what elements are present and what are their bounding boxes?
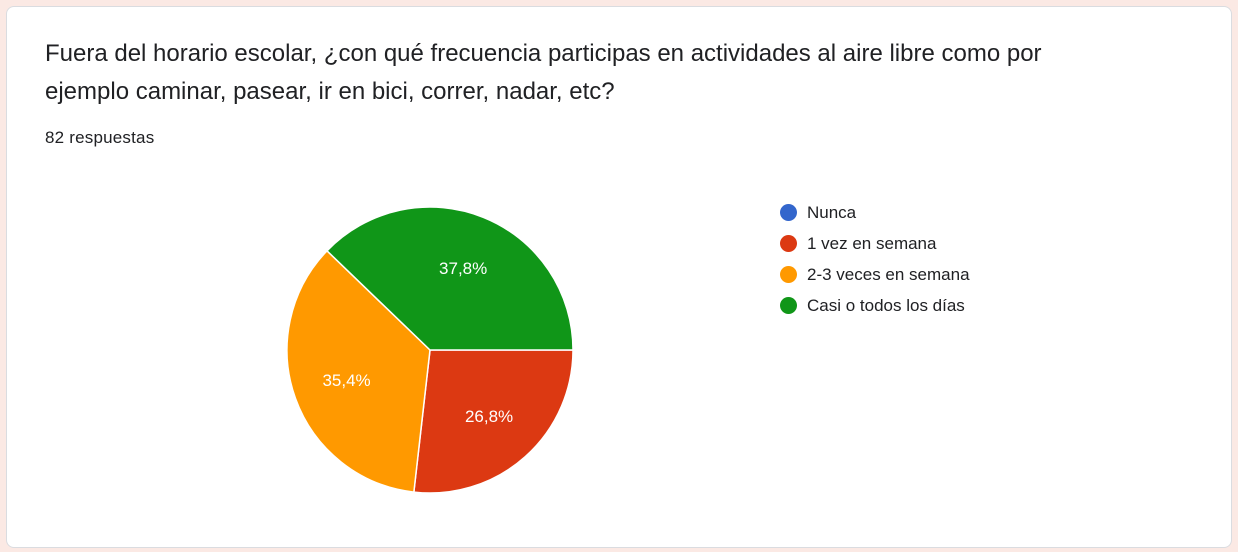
pie-slice-label-3: 37,8%	[439, 259, 487, 278]
chart-card: Fuera del horario escolar, ¿con qué frec…	[6, 6, 1232, 548]
legend-label-0: Nunca	[807, 202, 857, 222]
pie-slice-1[interactable]	[413, 349, 574, 494]
legend-label-2: 2-3 veces en semana	[807, 264, 970, 284]
legend-item-1[interactable]: 1 vez en semana	[780, 228, 970, 259]
legend-item-3[interactable]: Casi o todos los días	[780, 290, 970, 321]
question-title: Fuera del horario escolar, ¿con qué frec…	[45, 40, 1042, 105]
pie-labels: 26,8% 35,4% 37,8%	[322, 259, 513, 426]
chart-legend: Nunca 1 vez en semana 2-3 veces en semana C…	[780, 197, 970, 321]
legend-label-1: 1 vez en semana	[807, 233, 937, 253]
legend-label-3: Casi o todos los días	[807, 295, 965, 315]
legend-swatch-3	[780, 297, 797, 314]
legend-item-2[interactable]: 2-3 veces en semana	[780, 259, 970, 290]
response-count: 82 respuestas	[45, 128, 155, 147]
legend-swatch-2	[780, 266, 797, 283]
legend-item-0[interactable]: Nunca	[780, 197, 970, 228]
pie-slices	[286, 206, 574, 494]
pie-slice-3[interactable]	[325, 206, 574, 351]
pie-slice-2[interactable]	[286, 249, 431, 493]
legend-swatch-0	[780, 204, 797, 221]
pie-slice-label-1: 26,8%	[465, 407, 513, 426]
pie-slice-label-2: 35,4%	[322, 371, 370, 390]
legend-swatch-1	[780, 235, 797, 252]
